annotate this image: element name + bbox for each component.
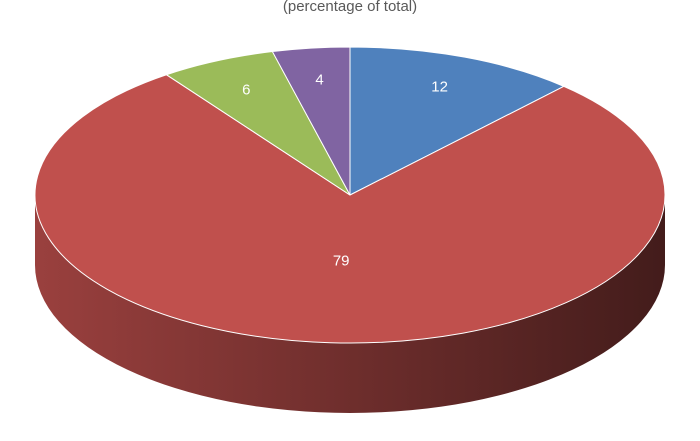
data-label: 79 — [333, 252, 350, 269]
data-label: 4 — [315, 71, 323, 88]
chart-subtitle: (percentage of total) — [283, 0, 417, 15]
data-label: 12 — [431, 78, 448, 95]
slice — [34, 74, 666, 344]
slice-side — [35, 195, 665, 413]
slice — [349, 46, 566, 196]
slice — [271, 46, 351, 196]
data-label: 6 — [242, 81, 250, 98]
